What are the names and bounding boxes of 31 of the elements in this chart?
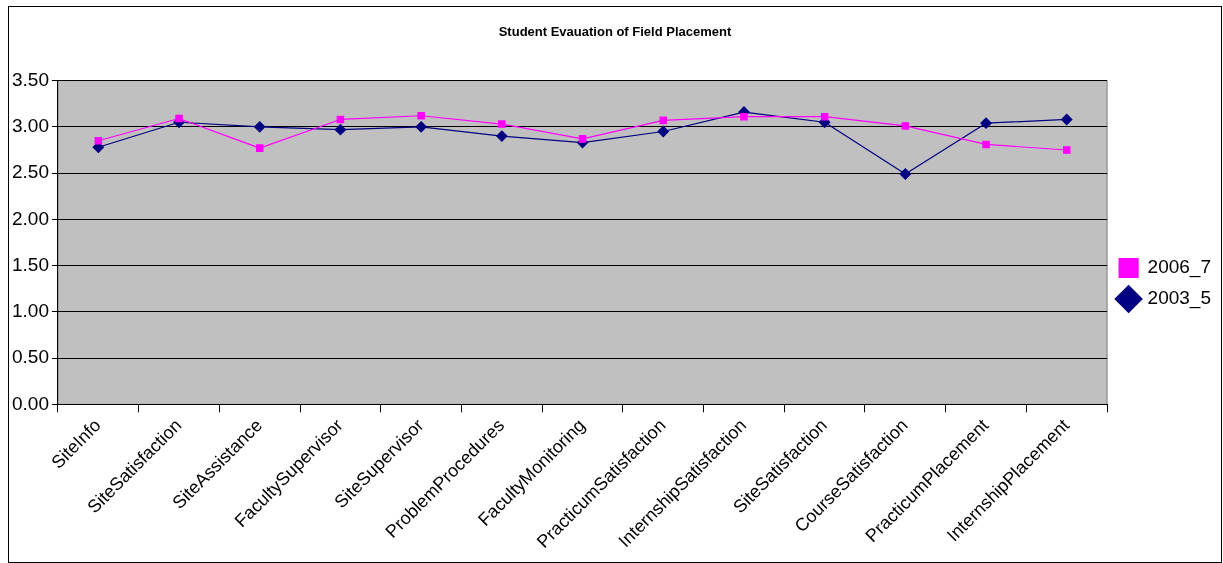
point bbox=[1061, 113, 1073, 126]
point bbox=[980, 117, 992, 129]
point bbox=[415, 121, 427, 133]
point bbox=[334, 123, 347, 136]
point bbox=[899, 168, 912, 180]
point bbox=[254, 121, 266, 133]
y-tick-label: 1.00 bbox=[12, 300, 49, 322]
point bbox=[94, 136, 103, 145]
point bbox=[901, 122, 910, 130]
point bbox=[496, 130, 508, 142]
y-tick-label: 0.50 bbox=[12, 346, 49, 368]
point bbox=[417, 111, 425, 120]
point bbox=[820, 112, 829, 121]
point bbox=[578, 135, 587, 143]
point bbox=[175, 114, 183, 123]
legend-label: 2006_7 bbox=[1147, 256, 1211, 279]
y-tick-label: 3.00 bbox=[12, 115, 49, 137]
y-tick-label: 2.00 bbox=[12, 207, 49, 229]
y-tick-label: 1.50 bbox=[12, 253, 49, 275]
point bbox=[255, 144, 264, 152]
y-tick-label: 0.00 bbox=[12, 392, 49, 414]
point bbox=[498, 120, 506, 128]
legend-label: 2003_5 bbox=[1147, 287, 1211, 310]
chart-title: Student Evauation of Field Placement bbox=[498, 24, 732, 40]
point bbox=[982, 140, 990, 149]
point bbox=[657, 125, 669, 138]
point bbox=[659, 116, 668, 125]
y-tick-label: 2.50 bbox=[12, 161, 49, 183]
point bbox=[1062, 146, 1071, 154]
y-tick-label: 3.50 bbox=[12, 68, 49, 90]
point bbox=[740, 112, 748, 121]
